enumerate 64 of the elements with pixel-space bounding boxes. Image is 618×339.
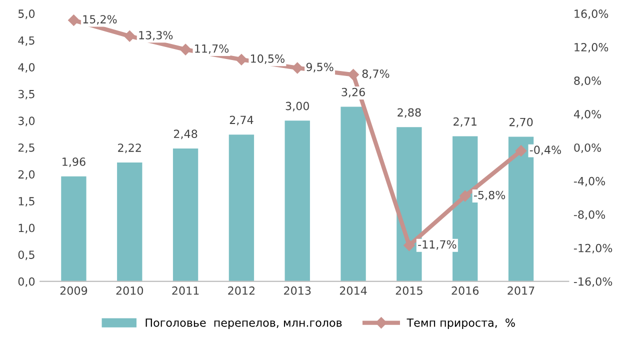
y-tick-label: 1,0 xyxy=(18,224,35,234)
y2-tick-label: 12,0% xyxy=(574,43,608,53)
y-tick-label: 3,0 xyxy=(18,116,35,126)
y2-tick-label: -8,0% xyxy=(574,210,606,220)
bar xyxy=(117,162,142,282)
data-label: 10,5% xyxy=(251,54,284,64)
y2-tick-label: 0,0% xyxy=(574,143,602,153)
y2-tick-label: -4,0% xyxy=(574,176,606,186)
bar xyxy=(284,120,310,282)
point xyxy=(124,30,136,42)
data-label: 9,5% xyxy=(306,62,334,72)
data-label: 2,48 xyxy=(174,130,198,140)
legend-label: Поголовье перепелов, млн.голов xyxy=(146,318,342,329)
x-tick-label: 2011 xyxy=(172,286,199,295)
bar xyxy=(228,134,254,282)
y-tick-label: 4,0 xyxy=(18,63,35,73)
data-label: 2,71 xyxy=(454,117,476,127)
bar xyxy=(172,148,198,282)
y2-tick-label: 4,0% xyxy=(574,110,602,120)
bar xyxy=(61,176,86,282)
x-tick-label: 2016 xyxy=(452,286,479,295)
legend-label: Темп прироста, % xyxy=(406,318,515,329)
y-tick-label: 5,0 xyxy=(18,10,35,20)
data-label: 15,2% xyxy=(83,15,117,25)
data-label: 8,7% xyxy=(362,69,390,80)
data-label: 3,26 xyxy=(342,88,365,98)
y2-tick-label: -16,0% xyxy=(574,277,612,287)
bar xyxy=(340,106,366,282)
y-tick-label: 2,0 xyxy=(18,170,35,180)
point xyxy=(236,54,248,66)
y2-tick-label: -12,0% xyxy=(574,244,612,254)
data-label: 2,22 xyxy=(118,144,141,154)
y2-tick-label: 16,0% xyxy=(574,10,608,20)
point xyxy=(348,69,359,80)
x-tick-label: 2017 xyxy=(508,286,534,295)
y-tick-label: 2,5 xyxy=(18,143,34,153)
x-tick-label: 2015 xyxy=(396,286,422,295)
y-tick-label: 0,5 xyxy=(18,250,34,260)
y-tick-label: 1,5 xyxy=(18,197,34,207)
y-tick-label: 4,5 xyxy=(18,36,34,46)
point xyxy=(68,14,80,26)
y-tick-label: 0,0 xyxy=(18,277,35,287)
data-label: -0,4% xyxy=(530,146,561,156)
point xyxy=(515,145,527,156)
data-label: 2,70 xyxy=(509,118,533,128)
data-label: -5,8% xyxy=(474,190,506,200)
point xyxy=(180,44,192,56)
point xyxy=(404,240,415,251)
x-tick-label: 2010 xyxy=(116,286,144,295)
x-tick-label: 2012 xyxy=(228,286,254,295)
point xyxy=(460,190,471,202)
data-label: 13,3% xyxy=(139,30,173,41)
data-label: 2,74 xyxy=(230,116,254,126)
data-label: 1,96 xyxy=(62,158,86,168)
y-tick-label: 3,5 xyxy=(18,90,34,100)
x-tick-label: 2013 xyxy=(284,286,311,295)
data-label: 2,88 xyxy=(398,108,421,118)
x-tick-label: 2009 xyxy=(60,286,88,295)
data-label: 11,7% xyxy=(195,44,229,54)
y2-tick-label: 8,0% xyxy=(574,76,602,86)
point xyxy=(292,62,303,74)
data-label: -11,7% xyxy=(418,240,456,250)
x-tick-label: 2014 xyxy=(340,286,367,295)
data-label: 3,00 xyxy=(286,102,310,112)
